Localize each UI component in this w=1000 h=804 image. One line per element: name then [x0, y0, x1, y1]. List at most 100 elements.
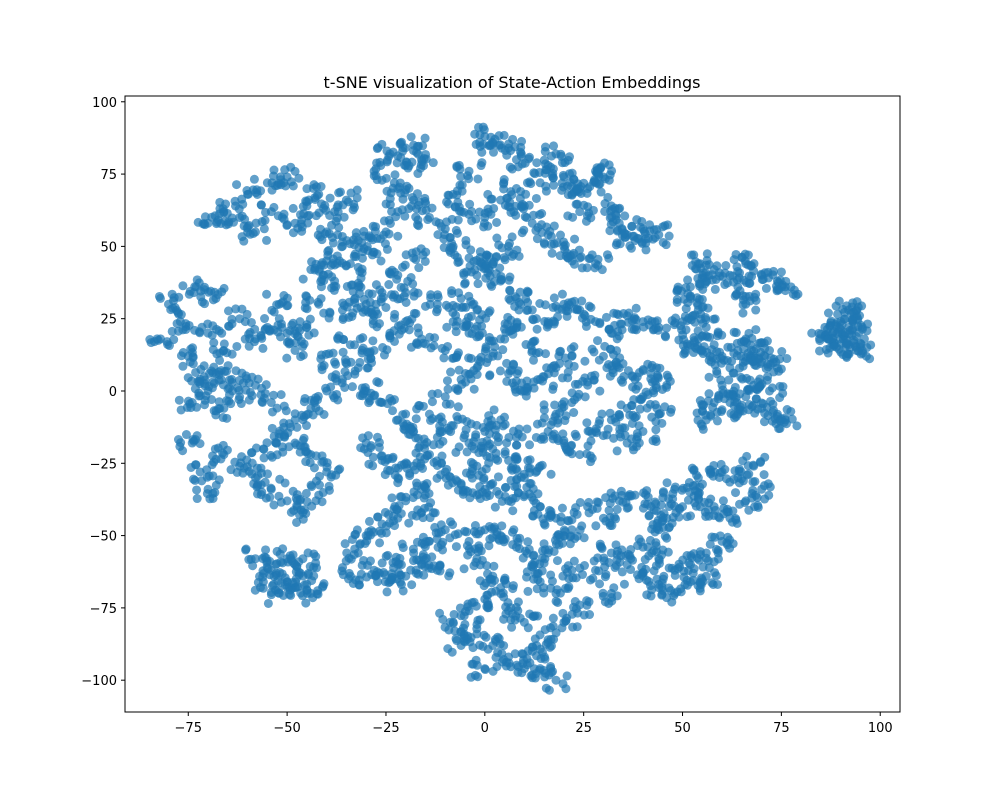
- scatter-point: [539, 238, 549, 248]
- scatter-point: [468, 300, 478, 310]
- scatter-point: [532, 641, 542, 651]
- scatter-point: [613, 327, 623, 337]
- scatter-point: [292, 422, 302, 432]
- scatter-point: [694, 279, 704, 289]
- scatter-point: [217, 328, 227, 338]
- scatter-point: [301, 598, 311, 608]
- scatter-point: [470, 670, 480, 680]
- scatter-point: [548, 384, 558, 394]
- scatter-point: [474, 529, 484, 539]
- scatter-point: [402, 459, 412, 469]
- scatter-point: [670, 501, 679, 511]
- scatter-point: [646, 581, 656, 591]
- scatter-point: [484, 252, 494, 262]
- scatter-point: [738, 300, 748, 310]
- scatter-point: [546, 634, 556, 644]
- scatter-point: [393, 151, 403, 161]
- scatter-point: [483, 590, 493, 600]
- scatter-point: [522, 424, 532, 434]
- scatter-point: [588, 573, 598, 583]
- scatter-point: [759, 351, 769, 361]
- scatter-point: [732, 338, 742, 348]
- scatter-point: [687, 260, 697, 270]
- scatter-point: [506, 497, 516, 507]
- scatter-point: [667, 563, 677, 573]
- scatter-point: [511, 464, 521, 474]
- scatter-point: [729, 368, 739, 378]
- scatter-point: [683, 289, 693, 299]
- scatter-point: [215, 404, 225, 414]
- scatter-point: [390, 309, 400, 319]
- scatter-point: [240, 214, 250, 224]
- scatter-point: [468, 643, 478, 653]
- scatter-point: [608, 365, 618, 375]
- scatter-point: [694, 555, 704, 565]
- scatter-point: [194, 391, 204, 401]
- scatter-point: [560, 416, 570, 426]
- scatter-point: [772, 284, 782, 294]
- scatter-point: [663, 372, 673, 382]
- scatter-point: [493, 433, 503, 443]
- scatter-point: [672, 295, 682, 305]
- scatter-point: [838, 350, 848, 360]
- scatter-point: [620, 430, 630, 440]
- scatter-point: [296, 352, 306, 362]
- scatter-point: [404, 518, 414, 528]
- scatter-point: [693, 580, 703, 590]
- scatter-point: [463, 631, 473, 641]
- scatter-point: [787, 414, 797, 424]
- scatter-point: [533, 611, 543, 621]
- scatter-point: [729, 327, 739, 337]
- scatter-point: [478, 139, 488, 149]
- scatter-point: [455, 180, 465, 190]
- scatter-point: [674, 559, 684, 569]
- scatter-point: [298, 274, 308, 284]
- x-axis-ticks: −75 −50 −25 0 25 50 75 100: [175, 712, 893, 736]
- scatter-point: [176, 405, 186, 415]
- scatter-point: [539, 155, 549, 165]
- scatter-point: [407, 510, 417, 520]
- scatter-point: [596, 187, 606, 197]
- scatter-point: [357, 345, 367, 355]
- scatter-point: [724, 391, 734, 401]
- scatter-point: [718, 496, 728, 506]
- scatter-point: [584, 597, 594, 607]
- scatter-point: [648, 234, 658, 244]
- scatter-point: [720, 465, 730, 474]
- scatter-point: [664, 494, 674, 504]
- scatter-point: [340, 539, 350, 549]
- scatter-point: [616, 400, 626, 410]
- scatter-point: [564, 574, 574, 584]
- scatter-point: [508, 506, 518, 516]
- scatter-point: [549, 293, 559, 303]
- scatter-point: [244, 378, 254, 388]
- scatter-point: [393, 478, 403, 488]
- scatter-point: [318, 488, 328, 498]
- scatter-point: [777, 347, 787, 357]
- scatter-point: [499, 184, 509, 194]
- scatter-point: [569, 408, 579, 418]
- scatter-point: [192, 485, 202, 495]
- scatter-point: [288, 486, 298, 496]
- scatter-point: [500, 573, 510, 583]
- scatter-point: [265, 492, 275, 502]
- scatter-point: [627, 221, 637, 231]
- scatter-point: [327, 220, 337, 230]
- scatter-point: [427, 389, 437, 399]
- scatter-point: [172, 319, 182, 329]
- scatter-point: [256, 463, 266, 473]
- scatter-point: [181, 322, 191, 332]
- scatter-point: [581, 216, 591, 226]
- scatter-point: [594, 355, 604, 365]
- scatter-point: [499, 641, 509, 651]
- scatter-point: [704, 372, 714, 382]
- scatter-point: [356, 302, 366, 312]
- scatter-point: [263, 469, 273, 479]
- scatter-point: [303, 548, 313, 558]
- scatter-point: [558, 170, 568, 180]
- scatter-point: [240, 334, 250, 344]
- scatter-point: [619, 579, 629, 589]
- scatter-point: [631, 322, 641, 332]
- scatter-point: [440, 392, 450, 402]
- scatter-point: [609, 433, 619, 443]
